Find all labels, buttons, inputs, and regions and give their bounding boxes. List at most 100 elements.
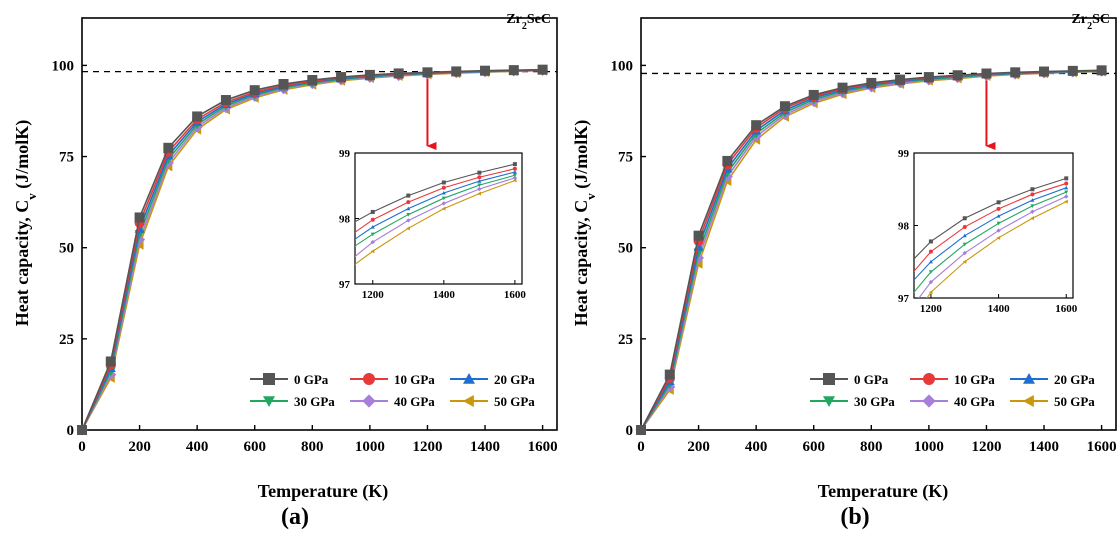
panel-a-inset-point-1	[335, 243, 339, 247]
svg-text:30 GPa: 30 GPa	[854, 394, 895, 409]
panel-a-x-tick-label: 0	[78, 439, 86, 455]
panel-a-inset-point-2	[335, 249, 339, 253]
panel-b-compound-label: Zr2SC	[1072, 12, 1110, 32]
panel-a-x-tick-label: 1600	[528, 439, 558, 455]
svg-text:20 GPa: 20 GPa	[1054, 372, 1095, 387]
panel-b-x-tick-label: 800	[860, 439, 883, 455]
panel-a-x-axis-title: Temperature (K)	[258, 481, 388, 502]
panel-b-label: (b)	[840, 504, 869, 530]
panel-a-inset-series	[335, 162, 518, 273]
panel-b-inset-line-3	[914, 191, 1067, 294]
panel-a-inset-point-3	[512, 173, 517, 178]
panel-b-inset-point-1	[996, 206, 1001, 211]
panel-a-series-0-point	[249, 85, 260, 96]
panel-a-inset-point-4	[441, 201, 447, 206]
panel-b-inset-point-0	[928, 239, 933, 244]
panel-a: 0 200 400 600 800 1000 1200 1400 1600 0 25 50 75 100 1…	[12, 12, 558, 530]
legend-marker	[1023, 373, 1035, 384]
panel-a-inset-line-0	[355, 163, 516, 223]
panel-b-inset-point-4	[1064, 194, 1069, 199]
panel-b-legend-item-4: 40 GPa	[910, 394, 995, 409]
panel-a-inset-line-1	[355, 168, 516, 233]
panel-b-inset-point-0	[895, 274, 899, 278]
panel-a-label: (a)	[281, 504, 309, 530]
panel-a-compound-label: Zr2SeC	[506, 12, 551, 32]
panel-b-series-0-point	[779, 101, 790, 112]
panel-a-y-tick-label: 25	[59, 332, 74, 348]
panel-b-y-tick-label: 25	[618, 332, 633, 348]
panel-a-inset-point-3	[477, 183, 482, 188]
panel-b-inset-point-1	[1064, 181, 1069, 186]
panel-b-inset-line-4	[918, 195, 1067, 298]
panel-a-series-0-point	[336, 72, 347, 83]
panel-a-inset-point-5	[512, 178, 517, 183]
panel-b-plot-frame	[640, 17, 1117, 431]
panel-a-plot-layer: 0 200 400 600 800 1000 1200 1400 1600 0 25 50 75 100 1…	[52, 17, 558, 455]
panel-b-inset-point-0	[1030, 187, 1035, 192]
panel-a-series-0-point	[278, 78, 289, 89]
panel-a-series-0-point	[364, 69, 375, 80]
panel-b-x-tick-label: 1000	[914, 439, 944, 455]
legend-marker	[362, 394, 376, 408]
panel-a-legend-item-0: 0 GPa	[250, 372, 329, 387]
legend-marker	[1023, 395, 1034, 407]
panel-b-series-0-point	[693, 230, 704, 241]
panel-a-x-tick-label: 200	[128, 439, 151, 455]
legend-marker	[263, 373, 275, 385]
panel-a-x-tick-label: 1000	[355, 439, 385, 455]
panel-a-series-0-point	[393, 68, 404, 79]
panel-b-x-tick-label: 400	[745, 439, 768, 455]
panel-b-series-0-point	[923, 72, 934, 83]
panel-b-inset-point-4	[962, 250, 967, 256]
panel-a-inset-point-0	[512, 162, 517, 167]
panel-b-inset-point-1	[928, 249, 933, 254]
panel-a-inset-point-1	[370, 217, 375, 222]
panel-b-x-tick-label: 600	[802, 439, 825, 455]
panel-b-x-axis-title: Temperature (K)	[818, 481, 948, 502]
legend-marker	[263, 396, 275, 407]
panel-b-inset-point-1	[1030, 192, 1035, 197]
panel-b-inset: 1200 1400 1600 97 98 99	[895, 148, 1078, 315]
panel-a-inset-point-4	[335, 269, 339, 273]
panel-a-inset-point-4	[477, 186, 482, 192]
panel-b-legend-item-1: 10 GPa	[910, 372, 995, 387]
panel-b-inset-point-0	[1064, 176, 1069, 181]
panel-a-y-tick-label: 50	[59, 241, 74, 257]
panel-a-inset-point-1	[441, 185, 446, 190]
panel-a-x-tick-label: 400	[186, 439, 209, 455]
legend-marker	[923, 373, 935, 385]
panel-a-inset-point-4	[370, 239, 375, 245]
panel-a-inset-point-1	[477, 175, 482, 180]
panel-b-inset-point-2	[928, 259, 933, 264]
panel-b-inset-point-0	[996, 200, 1001, 205]
legend-marker	[463, 373, 475, 384]
panel-a-inset-frame	[354, 152, 523, 285]
panel-b-inset-point-3	[1064, 190, 1069, 195]
panel-a-inset-y-tick-label: 99	[339, 148, 351, 160]
panel-a-legend-item-1: 10 GPa	[350, 372, 435, 387]
panel-a-inset-point-2	[406, 206, 411, 211]
panel-b-inset-point-5	[1064, 199, 1068, 204]
panel-b-inset-x-tick-label: 1600	[1055, 303, 1078, 315]
panel-a-inset-point-1	[406, 200, 411, 205]
panel-a-inset-point-2	[441, 190, 446, 195]
legend-marker	[463, 395, 474, 407]
panel-a-inset-point-5	[370, 249, 375, 254]
panel-a-y-tick-label: 100	[52, 58, 75, 74]
panel-b-series-0-point	[722, 155, 733, 166]
panel-a-inset-x-tick-label: 1400	[433, 289, 456, 301]
panel-a-plot-frame	[81, 17, 558, 431]
panel-b-plot-layer: 0 200 400 600 800 1000 1200 1400 1600 0 25 50 75 100 1…	[611, 17, 1117, 455]
panel-a-inset-point-3	[370, 232, 375, 237]
panel-a-inset-y-tick-label: 97	[339, 279, 351, 291]
panel-b-inset-point-0	[962, 216, 967, 221]
panel-b-inset-y-tick-label: 98	[898, 221, 910, 233]
panel-a-y-axis-title: Heat capacity, Cv (J/molK)	[12, 120, 39, 326]
svg-text:10 GPa: 10 GPa	[394, 372, 435, 387]
svg-text:50 GPa: 50 GPa	[1054, 394, 1095, 409]
panel-b-x-tick-label: 1400	[1029, 439, 1059, 455]
panel-b-inset-point-3	[996, 221, 1001, 226]
panel-b-x-tick-label: 200	[687, 439, 710, 455]
svg-text:0 GPa: 0 GPa	[294, 372, 329, 387]
panel-a-inset-x-tick-label: 1600	[504, 289, 527, 301]
